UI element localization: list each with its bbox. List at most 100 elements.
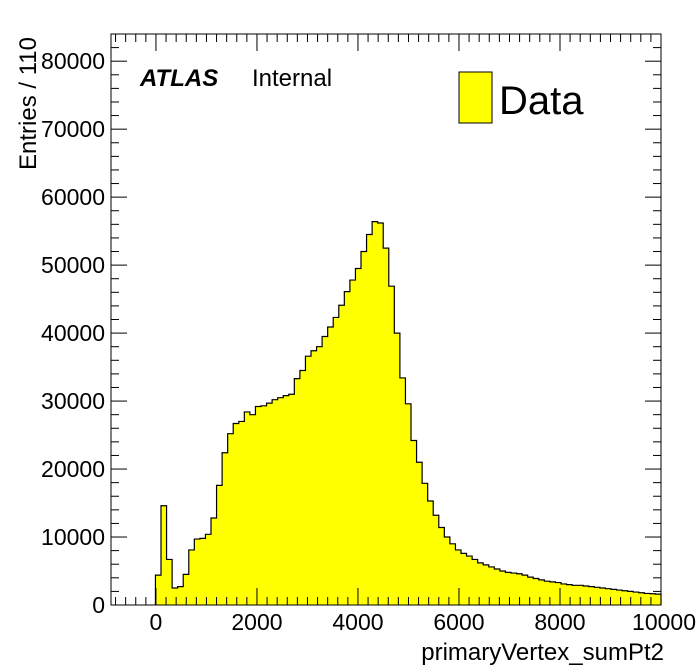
histogram-bin: [383, 248, 390, 606]
histogram-bin: [294, 378, 301, 605]
histogram-bin: [199, 538, 206, 605]
histogram-bin: [422, 483, 429, 605]
histogram-bars: [155, 221, 662, 606]
histogram-bin: [361, 251, 367, 605]
histogram-bin: [483, 564, 490, 605]
histogram-bin: [244, 411, 251, 605]
y-tick-label: 80000: [41, 48, 105, 74]
x-axis-label: primaryVertex_sumPt2: [421, 639, 664, 666]
histogram-bin: [549, 581, 556, 605]
histogram-bin: [183, 574, 190, 605]
histogram-bin: [155, 575, 162, 605]
histogram-bin: [561, 583, 567, 605]
y-axis-label: Entries / 110: [15, 37, 42, 170]
histogram-bin: [211, 517, 217, 605]
histogram-bin: [372, 221, 379, 606]
x-tick-label: 4000: [332, 609, 383, 635]
histogram-bin: [205, 534, 212, 605]
histogram-bin: [611, 589, 617, 605]
histogram-bin: [333, 317, 340, 605]
histogram-bin: [161, 505, 167, 605]
histogram-bin: [283, 395, 290, 605]
histogram-bin: [277, 397, 284, 605]
histogram-bin: [255, 406, 262, 605]
histogram-bin: [616, 590, 623, 605]
histogram-bin: [449, 543, 456, 605]
histogram-bin: [266, 403, 273, 605]
histogram-bin: [622, 590, 629, 605]
histogram-bin: [655, 594, 662, 605]
histogram-bin: [194, 539, 201, 605]
histogram-bin: [238, 421, 245, 605]
histogram-bin: [233, 423, 240, 605]
histogram-bin: [633, 592, 640, 605]
legend-swatch: [458, 71, 493, 124]
histogram-bin: [316, 346, 323, 605]
histogram-bin: [477, 562, 484, 605]
histogram-bin: [261, 405, 267, 605]
histogram-bin: [399, 377, 406, 605]
histogram-bin: [505, 572, 512, 605]
internal-label: Internal: [252, 65, 332, 92]
x-tick-label: 8000: [534, 609, 585, 635]
histogram-bin: [649, 593, 656, 605]
histogram-bin: [349, 280, 356, 605]
histogram-bin: [577, 585, 584, 605]
histogram-bin: [533, 578, 540, 605]
histogram-bin: [427, 501, 434, 605]
histogram-bin: [366, 234, 373, 605]
histogram-bin: [166, 559, 173, 605]
histogram-bin: [388, 286, 395, 605]
y-tick-label: 50000: [41, 252, 105, 278]
histogram-bin: [466, 556, 473, 605]
histogram-bin: [499, 571, 506, 605]
histogram-bin: [644, 593, 651, 605]
histogram-bin: [494, 568, 501, 605]
histogram-bin: [338, 305, 345, 605]
axis-ticks: [111, 33, 662, 606]
histogram-bin: [438, 527, 445, 605]
histogram-bin: [172, 588, 179, 605]
histogram-bin: [322, 336, 329, 605]
histogram-bin: [227, 433, 234, 605]
y-tick-label: 70000: [41, 116, 105, 142]
histogram-bin: [188, 549, 195, 605]
histogram-outline: [154, 221, 662, 605]
histogram-bin: [511, 573, 517, 605]
histogram-bin: [355, 268, 362, 605]
histogram-bin: [544, 581, 551, 605]
histogram-bin: [311, 350, 317, 605]
histogram-bin: [516, 573, 523, 605]
histogram-bin: [288, 394, 295, 605]
histogram-bin: [327, 326, 334, 605]
histogram-bin: [461, 553, 467, 605]
histogram-bin: [411, 440, 417, 605]
histogram-bin: [433, 515, 440, 605]
histogram-bin: [488, 566, 495, 605]
histogram-bin: [272, 399, 279, 605]
y-tick-label: 40000: [41, 320, 105, 346]
histogram-bin: [605, 588, 612, 605]
histogram-bin: [405, 403, 412, 605]
histogram-bin: [249, 414, 256, 605]
legend-label-data: Data: [499, 79, 584, 123]
histogram-bin: [455, 549, 462, 605]
histogram-bin: [472, 559, 479, 605]
histogram-bin: [527, 577, 534, 605]
x-tick-label: 10000: [632, 609, 696, 635]
histogram-bin: [583, 585, 590, 605]
y-tick-label: 60000: [41, 184, 105, 210]
histogram-bin: [572, 585, 579, 605]
histogram-bin: [377, 222, 384, 605]
axis-tick-labels: 0 2000 4000 6000 8000 10000 0 10000 20000 30000 40…: [41, 48, 696, 635]
histogram-bin: [599, 588, 606, 605]
histogram-bin: [638, 592, 645, 605]
y-tick-label: 0: [92, 592, 105, 618]
y-tick-label: 20000: [41, 456, 105, 482]
histogram-bin: [305, 356, 312, 605]
atlas-label: ATLAS: [139, 65, 218, 92]
histogram-bin: [594, 587, 601, 605]
histogram-bin: [538, 579, 545, 605]
x-tick-label: 6000: [433, 609, 484, 635]
